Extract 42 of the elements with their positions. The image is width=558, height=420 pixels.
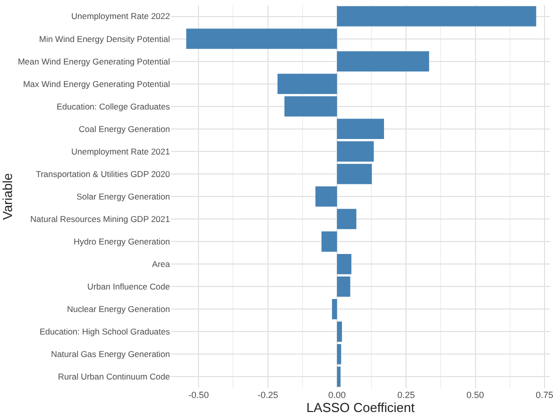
bar [336, 141, 374, 162]
y-tick-label: Mean Wind Energy Generating Potential [18, 56, 170, 66]
x-tick-label: 0.75 [536, 390, 554, 400]
x-tick-label: 0.50 [466, 390, 484, 400]
y-tick-label: Hydro Energy Generation [74, 236, 170, 247]
y-tick-label: Natural Resources Mining GDP 2021 [30, 214, 170, 224]
y-tick-label: Solar Energy Generation [76, 191, 170, 202]
bar [336, 51, 430, 72]
bar [321, 231, 337, 252]
y-tick-label: Nuclear Energy Generation [66, 304, 170, 314]
bar [336, 344, 342, 364]
bar [336, 366, 341, 387]
y-axis-title: Variable [0, 173, 15, 220]
y-tick-label: Coal Energy Generation [78, 124, 170, 134]
bar [336, 276, 350, 297]
x-tick-label: -0.50 [188, 390, 209, 400]
y-tick-label: Education: College Graduates [56, 101, 170, 112]
y-tick-label: Unemployment Rate 2021 [71, 146, 170, 156]
y-tick-label: Area [152, 259, 170, 270]
bar [336, 208, 356, 230]
bar [336, 254, 352, 274]
y-tick-label: Natural Gas Energy Generation [50, 349, 170, 360]
y-tick-label: Min Wind Energy Density Potential [39, 34, 170, 44]
bar [284, 96, 337, 117]
y-tick-label: Transportation & Utilities GDP 2020 [36, 168, 170, 179]
x-tick-label: 0.00 [328, 390, 346, 400]
bar [336, 322, 342, 342]
y-tick-label: Max Wind Energy Generating Potential [23, 78, 170, 89]
bar [315, 186, 337, 207]
x-axis-title: LASSO Coefficient [306, 400, 415, 415]
bar [336, 6, 536, 26]
bar [336, 164, 372, 184]
x-tick-label: -0.25 [258, 390, 278, 400]
bar [186, 28, 337, 49]
x-tick-label: 0.25 [397, 390, 415, 400]
y-tick-label: Urban Influence Code [87, 282, 170, 292]
y-tick-label: Education: High School Graduates [40, 326, 170, 337]
bar [332, 299, 337, 320]
bar [336, 118, 384, 140]
y-tick-label: Rural Urban Continuum Code [58, 372, 170, 382]
bar [278, 74, 337, 94]
y-tick-label: Unemployment Rate 2022 [71, 11, 170, 22]
